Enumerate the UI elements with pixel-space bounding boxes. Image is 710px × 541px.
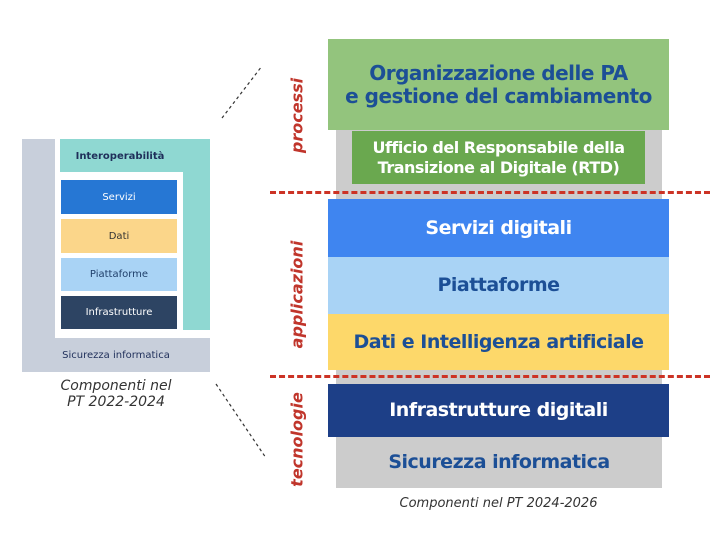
- connector-bottom: [215, 383, 267, 459]
- group-label-applications: applicazioni: [287, 240, 307, 349]
- connector-top: [221, 65, 263, 119]
- old-caption-line2: PT 2022-2024: [67, 394, 165, 410]
- new-platforms-box: Piattaforme: [328, 257, 669, 314]
- old-security-label: Sicurezza informatica: [62, 349, 170, 361]
- new-infra-box: Infrastrutture digitali: [328, 384, 669, 437]
- new-services-box: Servizi digitali: [328, 199, 669, 257]
- group-label-processes: processi: [287, 77, 307, 154]
- old-interoperability-column: [183, 139, 210, 330]
- group-label-technologies: tecnologie: [287, 392, 307, 487]
- old-caption: Componenti nel PT 2022-2024: [22, 378, 210, 410]
- old-layer-piattaforme: Piattaforme: [61, 258, 177, 291]
- old-interoperability-label: Interoperabilità: [75, 150, 165, 162]
- old-caption-line1: Componenti nel: [60, 378, 172, 394]
- new-rtd-box: Ufficio del Responsabile della Transizio…: [352, 131, 645, 184]
- divider-applications-technologies: [270, 375, 710, 378]
- divider-processes-applications: [270, 191, 710, 194]
- new-org-box: Organizzazione delle PA e gestione del c…: [328, 39, 669, 130]
- old-layer-dati: Dati: [61, 219, 177, 253]
- old-layer-infrastrutture: Infrastrutture: [61, 296, 177, 329]
- new-caption: Componenti nel PT 2024-2026: [399, 496, 598, 511]
- new-security-box: Sicurezza informatica: [388, 451, 610, 473]
- old-layer-servizi: Servizi: [61, 180, 177, 214]
- new-data-box: Dati e Intelligenza artificiale: [328, 314, 669, 370]
